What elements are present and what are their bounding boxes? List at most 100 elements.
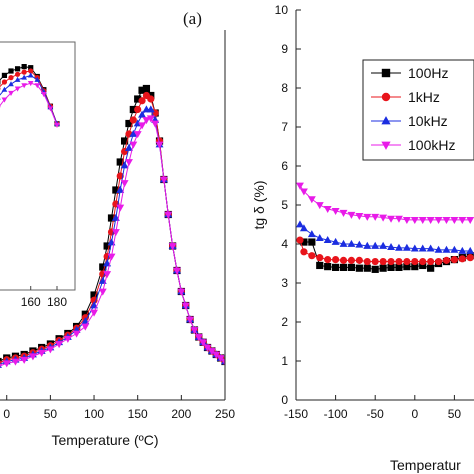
x-tick-label: 50 [44,407,58,421]
data-point-100khz [81,323,90,331]
data-point-10khz [418,244,427,252]
data-point-100khz [434,216,443,224]
data-point-100khz [307,196,316,204]
x-tick-label: -50 [367,407,385,421]
x-tick-label: 250 [215,407,235,421]
data-point-1khz [466,254,474,262]
data-point-1khz [296,236,304,244]
data-point-100khz [216,355,225,363]
data-point-10khz [8,81,14,87]
data-point-100hz [125,119,133,128]
data-point-10khz [34,76,41,82]
data-point-100hz [142,84,151,93]
data-point-100khz [125,159,133,167]
data-point-10khz [434,245,443,253]
data-point-100khz [27,81,34,87]
data-point-100khz [159,176,168,184]
data-point-1khz [324,256,332,264]
data-point-100khz [21,83,28,89]
legend-label-100hz: 100Hz [408,65,448,81]
y-tick-label: 9 [281,42,288,56]
data-point-100khz [8,90,14,96]
y-tick-label: 7 [281,120,288,134]
data-point-10khz [125,143,133,151]
data-point-1khz [308,252,316,260]
data-point-10khz [442,245,451,253]
data-point-100khz [90,309,98,317]
y-tick-label: 3 [281,276,288,290]
legend: 100Hz 1kHz 10kHz 100kHz [362,59,474,161]
data-point-10khz [426,244,435,252]
data-point-10khz [450,245,459,253]
data-point-100khz [164,211,173,219]
data-point-100khz [339,209,348,217]
data-point-10khz [27,72,34,78]
data-point-10khz [14,76,21,82]
right-ticks: 0 1 2 3 4 5 6 7 8 9 10 -150 -100 -50 0 50 [275,3,462,421]
data-point-100khz [37,349,46,357]
data-point-100hz [14,66,21,72]
data-point-1khz [434,257,443,266]
x-tick-label: 100 [84,407,104,421]
data-point-100khz [133,131,142,139]
series-line-100hz [303,241,471,270]
data-point-1khz [129,116,137,124]
data-point-100khz [138,122,147,130]
data-point-100khz [11,358,20,366]
data-point-1khz [316,254,324,262]
data-point-100khz [47,106,54,112]
data-point-1khz [442,256,451,264]
legend-marker-100hz [381,68,391,78]
legend-marker-100khz [381,141,391,150]
data-point-100khz [347,211,356,219]
data-point-100hz [379,264,387,272]
data-point-100hz [363,264,371,272]
data-point-100khz [363,213,372,221]
x-tick-label: 0 [3,407,10,421]
data-point-100khz [199,339,208,347]
data-point-100khz [55,341,64,349]
data-point-100hz [395,263,403,271]
data-point-1khz [138,97,146,105]
data-point-100khz [142,117,151,125]
data-point-100hz [21,64,27,70]
data-point-100khz [116,204,125,212]
data-point-100khz [129,141,138,149]
data-point-100khz [190,327,199,335]
inset-x-tick-label: 180 [47,295,67,309]
data-point-1khz [1,79,8,85]
data-point-100khz [331,207,340,215]
data-point-100hz [120,137,129,145]
data-point-100khz [120,180,129,188]
data-point-100khz [466,216,474,224]
data-point-100khz [212,351,221,359]
data-point-10khz [21,74,28,80]
data-point-100hz [371,265,379,273]
data-point-100hz [332,263,340,271]
panel-label: (a) [183,9,202,28]
data-point-10khz [355,240,364,248]
data-point-100khz [54,122,60,128]
right-plot-area [296,182,474,273]
data-point-100khz [168,243,177,251]
data-point-100khz [299,188,308,196]
data-point-100hz [90,291,98,299]
data-point-10khz [120,161,129,169]
data-point-10khz [296,220,304,228]
data-point-100khz [450,216,459,224]
data-point-100khz [323,206,332,214]
data-point-1khz [28,68,34,74]
data-point-100khz [46,346,55,354]
inset-x-tick-label: 160 [21,295,41,309]
data-point-1khz [371,257,379,266]
data-point-100hz [419,261,427,270]
data-point-1khz [403,257,411,266]
data-point-100hz [300,238,308,246]
data-point-10khz [81,317,90,325]
data-point-10khz [299,224,308,232]
data-point-100khz [315,202,324,210]
y-tick-label: 8 [281,81,288,95]
data-point-10khz [0,98,1,100]
data-point-10khz [315,234,324,242]
data-point-100khz [0,106,1,108]
